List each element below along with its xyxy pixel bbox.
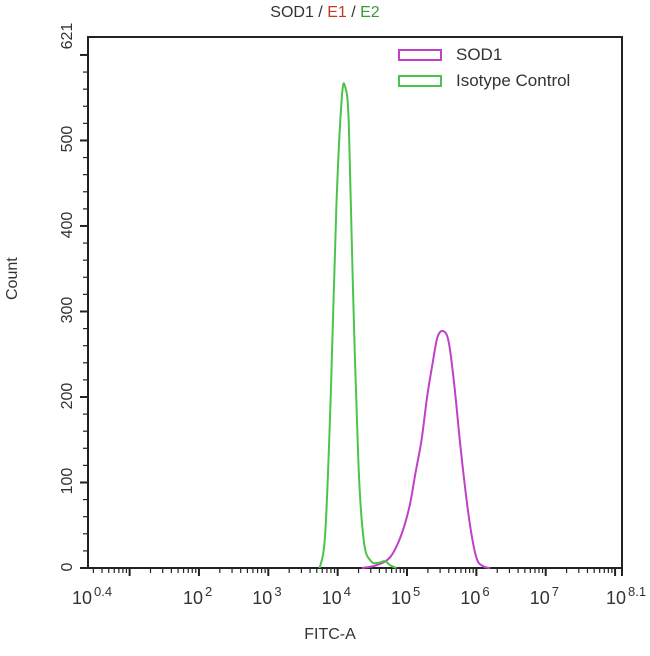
title-e1: E1	[327, 4, 347, 21]
y-tick-label: 200	[59, 382, 76, 410]
sod1-histogram-line	[361, 329, 491, 569]
chart-title: SOD1 / E1 / E2	[0, 4, 650, 22]
y-tick-label: 0	[59, 562, 76, 572]
title-e2: E2	[360, 4, 380, 21]
x-tick-label: 10 5	[391, 584, 421, 608]
y-tick-label: 500	[59, 126, 76, 153]
x-axis-label: FITC-A	[304, 626, 356, 643]
y-tick-label: 100	[59, 468, 76, 495]
legend-label-sod1: SOD1	[456, 45, 503, 64]
title-sod1: SOD1	[270, 4, 314, 21]
x-tick-label: 10 7	[529, 584, 559, 608]
legend: SOD1 Isotype Control	[398, 42, 570, 94]
title-sep: /	[346, 4, 361, 21]
x-tick-label: 10 3	[252, 584, 282, 608]
y-tick-label: 300	[59, 297, 76, 324]
x-tick-label: 10 6	[460, 584, 490, 608]
legend-item-sod1: SOD1	[398, 42, 570, 68]
y-axis-ticks	[80, 53, 88, 569]
title-sep: /	[313, 4, 328, 21]
legend-label-isotype-control: Isotype Control	[456, 71, 571, 90]
x-tick-label: 10 4	[321, 584, 351, 608]
legend-item-isotype-control: Isotype Control	[398, 68, 570, 94]
x-axis-ticks	[92, 568, 623, 576]
x-tick-label: 10 8.1	[606, 584, 647, 608]
y-tick-label: 621	[59, 22, 76, 50]
legend-swatch-sod1	[398, 49, 442, 61]
x-tick-label: 10 0.4	[72, 584, 113, 608]
plot-frame	[87, 36, 623, 569]
y-tick-label: 400	[59, 211, 76, 239]
isotype-control-histogram-line	[318, 82, 397, 569]
x-tick-label: 10 2	[182, 584, 213, 608]
y-axis-label: Count	[4, 257, 21, 300]
legend-swatch-isotype-control	[398, 75, 442, 87]
